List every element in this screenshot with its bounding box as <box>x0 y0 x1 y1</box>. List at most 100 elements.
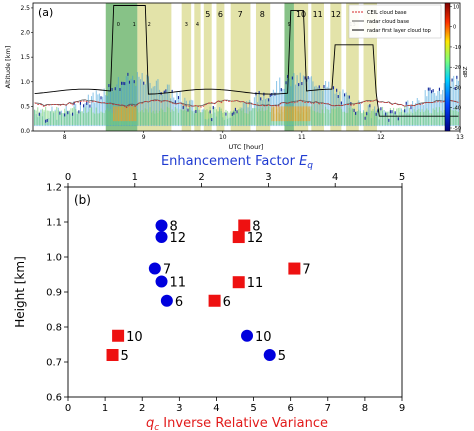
colorbar-tick-label: -20 <box>453 65 461 71</box>
panel-b-label: (b) <box>74 193 91 207</box>
panel-a-y-tick-label: 0.5 <box>20 103 30 110</box>
case-label: 5 <box>205 10 210 19</box>
bottom-x-tick-label: 7 <box>325 403 331 414</box>
bottom-axis-label: qc Inverse Relative Variance <box>146 416 328 431</box>
case-label: 12 <box>331 10 341 19</box>
y-tick-label: 0.6 <box>46 393 62 404</box>
case-label: 7 <box>238 10 243 19</box>
point-label-10: 10 <box>126 330 143 345</box>
colorbar-tick-label: -30 <box>453 85 461 91</box>
top-x-ticks: 0 1 2 3 4 5 <box>65 172 405 187</box>
point-square-10 <box>112 329 125 342</box>
radar-reflectivity <box>34 72 459 127</box>
case-band <box>181 3 192 131</box>
top-x-tick-label: 3 <box>265 172 271 183</box>
panel-a-frame <box>32 2 461 132</box>
colorbar-tick-label: -40 <box>453 106 461 112</box>
colorbar-tick-label: -10 <box>453 45 461 51</box>
case-band <box>230 3 251 131</box>
point-square-8 <box>238 219 251 232</box>
point-circle-5 <box>263 349 276 361</box>
case-band <box>330 3 342 131</box>
point-label-6: 6 <box>223 295 231 310</box>
point-label-7: 7 <box>302 263 310 278</box>
legend-top-label: radar first layer cloud top <box>367 28 431 34</box>
bottom-x-tick-label: 2 <box>139 403 145 414</box>
y-tick-label: 1.2 <box>46 183 62 194</box>
top-x-tick-label: 1 <box>132 172 138 183</box>
case-label: 0 <box>117 22 120 28</box>
case-label: 11 <box>313 10 323 19</box>
point-label-11: 11 <box>170 276 187 291</box>
point-label-8: 8 <box>252 220 260 235</box>
case-label: 2 <box>148 22 151 28</box>
panel-a-x-tick-label: 13 <box>456 134 464 141</box>
point-label-12: 12 <box>247 231 264 246</box>
case-label: 3 <box>185 22 188 28</box>
panel-a-y-tick-label: 1.5 <box>20 54 30 61</box>
point-circle-12 <box>155 231 168 244</box>
case-band <box>284 3 294 131</box>
colorbar: 10 0 -10 -20 -30 -40 -50 dBZ <box>444 2 469 132</box>
case-label: 6 <box>218 10 223 19</box>
legend-ceil-label: CEIL cloud base <box>367 10 407 16</box>
point-label-11: 11 <box>247 276 264 291</box>
case-label: 9 <box>288 22 291 28</box>
bottom-x-tick-label: 3 <box>176 403 182 414</box>
bottom-x-tick-label: 6 <box>287 403 293 414</box>
case-band <box>203 3 212 131</box>
colorbar-tick-label: 0 <box>453 25 456 31</box>
case-label: 4 <box>196 22 199 28</box>
point-square-5 <box>106 349 119 361</box>
y-ticks: 0.6 0.7 0.8 0.9 1.0 1.1 1.2 <box>46 183 68 404</box>
case-band <box>194 3 201 131</box>
bottom-x-ticks: 0 1 2 3 4 5 6 7 8 9 <box>65 397 405 414</box>
case-label: 8 <box>260 10 265 19</box>
top-x-tick-label: 5 <box>399 172 405 183</box>
legend-box <box>348 4 442 39</box>
y-tick-label: 1.1 <box>46 218 62 229</box>
panel-a-x-tick-label: 8 <box>63 134 67 141</box>
panel-a-ylabel: Altitude [km] <box>4 46 12 89</box>
top-axis-label: Enhancement Factor Eq <box>161 154 313 171</box>
colorbar-label: dBZ <box>463 66 469 77</box>
panel-a-y-tick-label: 2.0 <box>20 30 30 37</box>
point-circle-10 <box>241 329 254 342</box>
y-tick-label: 0.9 <box>46 288 62 299</box>
plot-area <box>67 186 403 398</box>
point-label-6: 6 <box>175 295 183 310</box>
y-tick-label: 0.8 <box>46 323 62 334</box>
point-label-12: 12 <box>170 231 187 246</box>
point-square-7 <box>288 262 301 275</box>
colorbar-gradient <box>444 2 451 132</box>
panel-a-y-tick-label: 0.0 <box>20 128 30 135</box>
point-circle-11 <box>155 275 168 288</box>
bottom-x-tick-label: 4 <box>213 403 219 414</box>
point-square-12 <box>232 231 245 244</box>
point-circle-6 <box>160 294 173 307</box>
panel-a-label: (a) <box>38 6 53 19</box>
top-x-tick-label: 4 <box>332 172 338 183</box>
colorbar-tick-label: -50 <box>453 126 461 132</box>
bottom-x-tick-label: 8 <box>362 403 368 414</box>
case-label: 1 <box>133 22 136 28</box>
legend-base-label: radar cloud base <box>367 19 409 25</box>
bottom-x-tick-label: 5 <box>250 403 256 414</box>
cloud-lines <box>34 5 459 117</box>
point-label-10: 10 <box>255 330 272 345</box>
point-circle-7 <box>148 262 161 275</box>
panel-a-x-tick-label: 11 <box>298 134 306 141</box>
y-axis-label: Height [km] <box>13 256 27 327</box>
case-band <box>255 3 271 131</box>
panel-a-x-ticks: 8 9 10 11 12 13 <box>63 131 464 141</box>
radar-cloud-top-line <box>34 5 459 117</box>
panel-a-y-tick-label: 1.0 <box>20 79 30 86</box>
ceil-cloud-base-line <box>34 99 459 109</box>
colorbar-ticks: 10 0 -10 -20 -30 -40 -50 <box>450 4 461 132</box>
point-label-5: 5 <box>121 349 129 364</box>
panel-a: 012345678910111213 (a) Altitude [km] UTC… <box>4 2 469 151</box>
bottom-x-tick-label: 9 <box>399 403 405 414</box>
bottom-x-tick-label: 0 <box>65 403 71 414</box>
